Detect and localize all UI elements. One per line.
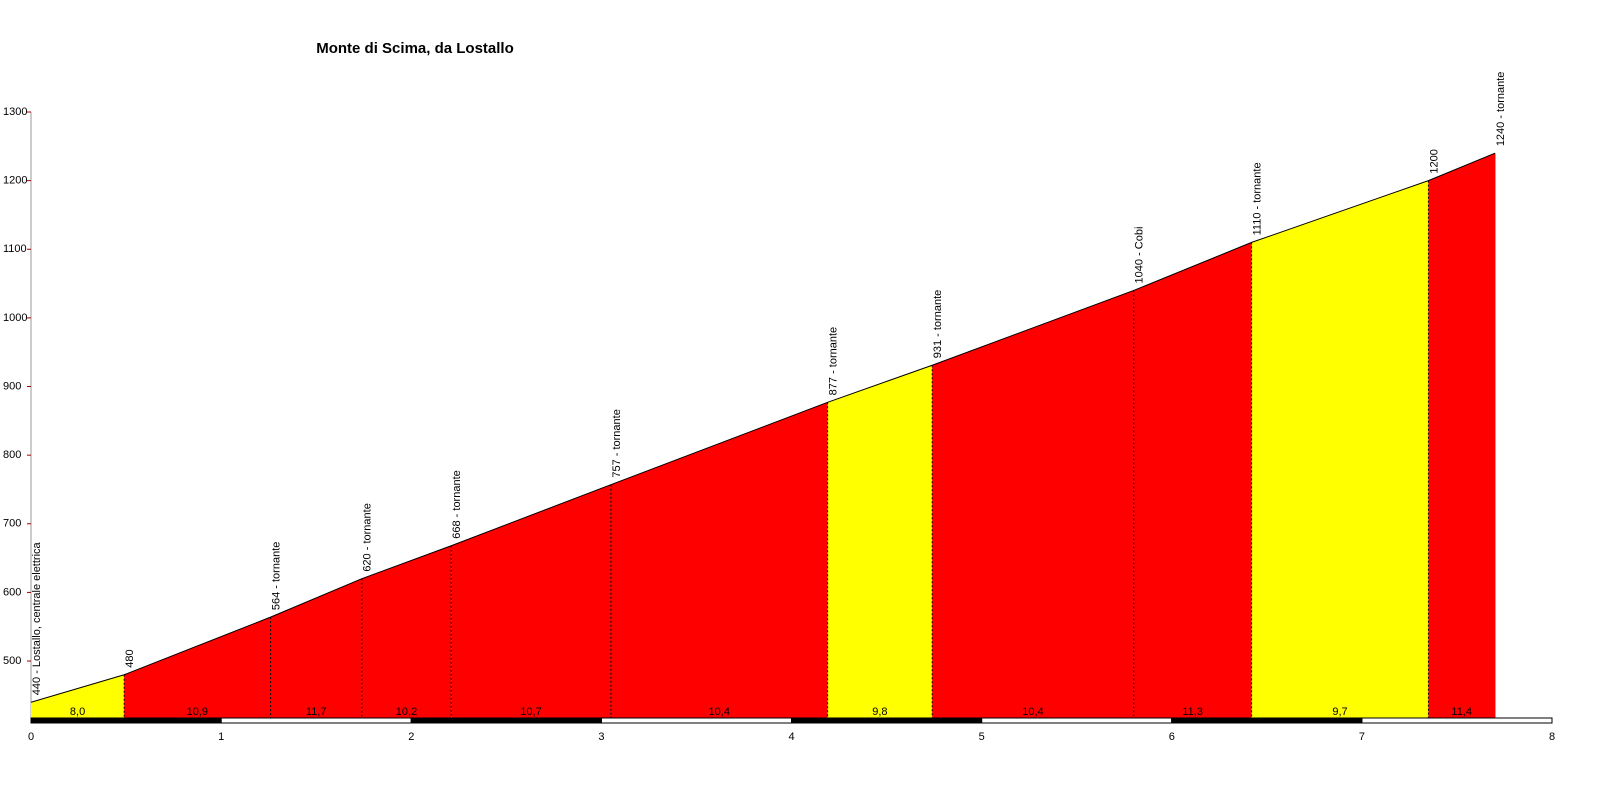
y-tick-label: 1200: [3, 175, 27, 187]
point-label: 1110 - tornante: [1252, 162, 1264, 235]
y-tick-label: 500: [3, 655, 21, 667]
point-label: 1200: [1428, 149, 1440, 173]
x-tick-label: 2: [408, 731, 414, 743]
point-label: 1040 - Cobi: [1134, 227, 1146, 284]
gradient-segment: [932, 290, 1134, 718]
y-tick-label: 900: [3, 380, 21, 392]
point-label: 480: [124, 649, 136, 667]
y-tick-label: 600: [3, 586, 21, 598]
x-tick-label: 5: [979, 731, 985, 743]
gradient-segment: [361, 545, 452, 718]
gradient-label: 11,4: [1451, 706, 1472, 718]
scale-bar: [30, 717, 222, 724]
scale-bar: [791, 717, 983, 724]
scale-bar: [1171, 717, 1363, 724]
gradient-segment: [610, 402, 828, 718]
point-label: 668 - tornante: [451, 470, 463, 539]
scale-bar: [220, 717, 412, 724]
point-label: 564 - tornante: [270, 542, 282, 611]
chart-title: Monte di Scima, da Lostallo: [316, 40, 514, 57]
x-tick-label: 8: [1549, 731, 1555, 743]
gradient-label: 10,4: [709, 706, 730, 718]
x-tick-label: 6: [1169, 731, 1175, 743]
profile-line: [30, 152, 1496, 703]
x-tick-label: 1: [218, 731, 224, 743]
point-label: 440 - Lostallo, centrale elettrica: [31, 541, 43, 695]
scale-bar: [600, 717, 792, 724]
x-tick-label: 0: [28, 731, 34, 743]
gradient-segment: [31, 674, 125, 718]
point-label: 757 - tornante: [611, 409, 623, 478]
y-tick-label: 1000: [3, 312, 27, 324]
gradient-segment: [270, 578, 362, 718]
gradient-label: 10,7: [520, 706, 541, 718]
gradient-label: 11,7: [306, 706, 327, 718]
scale-bar: [981, 717, 1173, 724]
gradient-label: 10,9: [187, 706, 208, 718]
scale-bar: [1361, 717, 1553, 724]
point-label: 931 - tornante: [932, 290, 944, 359]
x-tick-label: 4: [788, 731, 794, 743]
point-label: 1240 - tornante: [1495, 72, 1507, 147]
gradient-segment: [1251, 180, 1429, 719]
point-label: 877 - tornante: [828, 327, 840, 396]
scale-bar: [410, 717, 602, 724]
gradient-label: 10,2: [396, 706, 417, 718]
gradient-label: 8,0: [70, 706, 85, 718]
gradient-segment: [827, 365, 933, 718]
gradient-label: 9,8: [872, 706, 887, 718]
gradient-label: 9,7: [1332, 706, 1347, 718]
gradient-segment: [451, 484, 611, 718]
gradient-segment: [1428, 153, 1495, 718]
y-tick-label: 1100: [3, 243, 27, 255]
y-tick-label: 1300: [3, 106, 27, 118]
x-tick-label: 3: [598, 731, 604, 743]
x-tick-label: 7: [1359, 731, 1365, 743]
y-tick-label: 700: [3, 518, 21, 530]
gradient-label: 11,3: [1182, 706, 1203, 718]
point-label: 620 - tornante: [362, 503, 374, 572]
y-tick-label: 800: [3, 449, 21, 461]
gradient-segment: [1133, 242, 1252, 719]
gradient-label: 10,4: [1022, 706, 1043, 718]
gradient-segment: [124, 617, 271, 718]
